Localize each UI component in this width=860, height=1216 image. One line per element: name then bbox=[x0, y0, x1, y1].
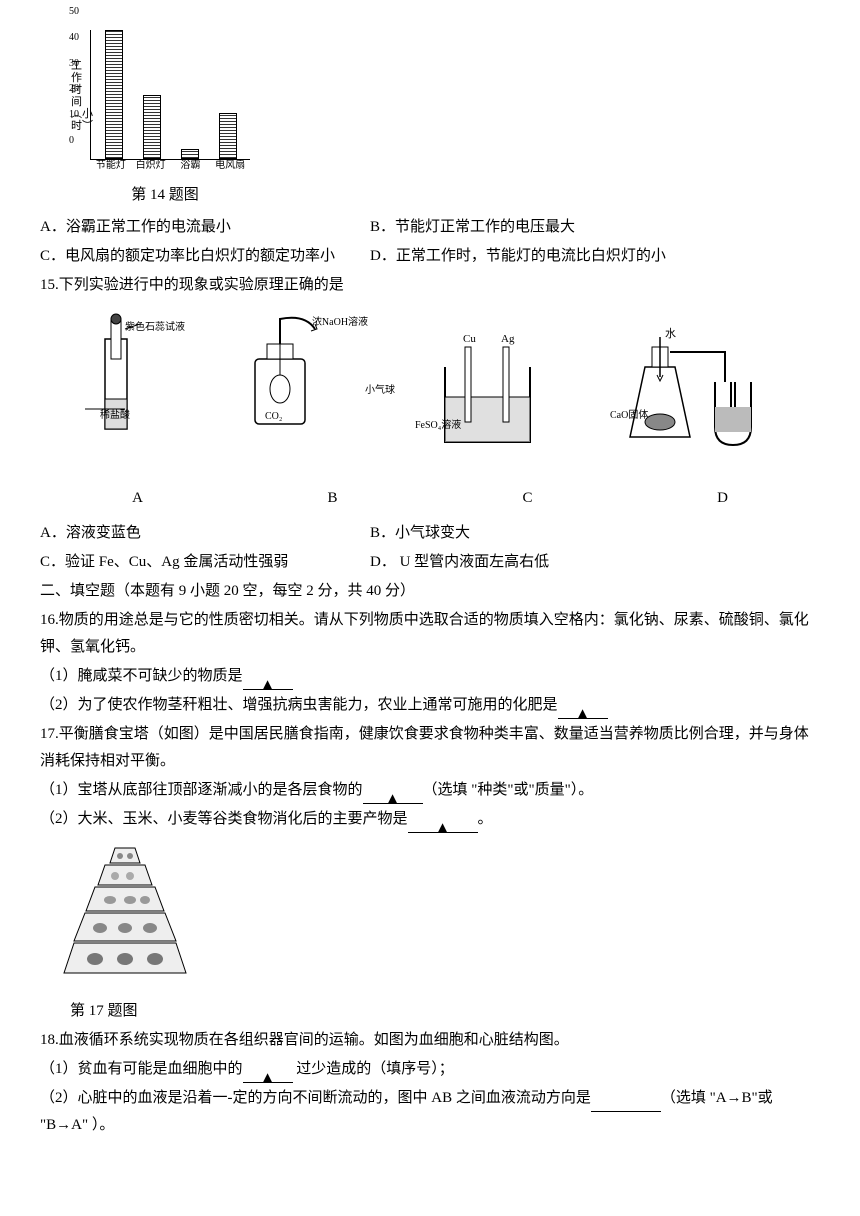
q15-row-ab: A．溶液变蓝色 B．小气球变大 bbox=[40, 520, 820, 547]
bar-chart: 工作时间︵小时︶ 0 10 20 30 40 50 节能灯 白炽灯 浴霸 电风扇 bbox=[90, 30, 250, 160]
option-d: D．正常工作时，节能灯的电流比白炽灯的小 bbox=[370, 243, 820, 270]
label-b-top: 浓NaOH溶液 bbox=[305, 314, 375, 332]
q16-p1-pre: （1）腌咸菜不可缺少的物质是 bbox=[40, 668, 243, 684]
q18-p1-pre: （1）贫血有可能是血细胞中的 bbox=[40, 1061, 243, 1077]
label-b-mid: 小气球 bbox=[305, 382, 455, 400]
svg-text:Ag: Ag bbox=[501, 333, 515, 345]
x-label: 浴霸 bbox=[175, 157, 205, 175]
y-tick: 50 bbox=[69, 3, 79, 21]
q15-stem: 15.下列实验进行中的现象或实验原理正确的是 bbox=[40, 272, 820, 299]
x-labels: 节能灯 白炽灯 浴霸 电风扇 bbox=[91, 157, 250, 175]
blank bbox=[591, 1094, 661, 1112]
y-tick: 0 bbox=[69, 132, 74, 150]
y-tick: 40 bbox=[69, 29, 79, 47]
svg-text:水: 水 bbox=[665, 327, 676, 340]
q18-p2-pre: （2）心脏中的血液是沿着一-定的方向不间断流动的，图中 AB 之间血液流动方向是 bbox=[40, 1090, 591, 1106]
x-label: 白炽灯 bbox=[136, 157, 166, 175]
food-pagoda bbox=[60, 843, 820, 993]
q16-p2: （2）为了使农作物茎秆粗壮、增强抗病虫害能力，农业上通常可施用的化肥是▲ bbox=[40, 692, 820, 719]
diagram-c: Cu Ag FeSO₄溶液 bbox=[425, 327, 555, 475]
blank: ▲ bbox=[363, 786, 423, 804]
label-a-top: 紫色石蕊试液 bbox=[125, 319, 185, 337]
q18-p2: （2）心脏中的血液是沿着一-定的方向不间断流动的，图中 AB 之间血液流动方向是… bbox=[40, 1085, 820, 1139]
blank: ▲ bbox=[243, 672, 293, 690]
x-label: 电风扇 bbox=[215, 157, 245, 175]
q17-stem: 17.平衡膳食宝塔（如图）是中国居民膳食指南，健康饮食要求食物种类丰富、数量适当… bbox=[40, 721, 820, 775]
option-a: A．浴霸正常工作的电流最小 bbox=[40, 214, 370, 241]
q16-stem: 16.物质的用途总是与它的性质密切相关。请从下列物质中选取合适的物质填入空格内：… bbox=[40, 607, 820, 661]
q14-row-cd: C．电风扇的额定功率比白炽灯的额定功率小 D．正常工作时，节能灯的电流比白炽灯的… bbox=[40, 243, 820, 270]
label-a-bottom: 稀盐酸 bbox=[60, 407, 170, 425]
q16-p1: （1）腌咸菜不可缺少的物质是▲ bbox=[40, 663, 820, 690]
y-tick: 20 bbox=[69, 80, 79, 98]
q15-option-d: D． U 型管内液面左高右低 bbox=[370, 549, 820, 576]
q18-stem: 18.血液循环系统实现物质在各组织器官间的运输。如图为血细胞和心脏结构图。 bbox=[40, 1027, 820, 1054]
q16-p2-pre: （2）为了使农作物茎秆粗壮、增强抗病虫害能力，农业上通常可施用的化肥是 bbox=[40, 697, 558, 713]
q17-caption: 第 17 题图 bbox=[70, 998, 820, 1025]
q15-option-b: B．小气球变大 bbox=[370, 520, 820, 547]
q14-chart: 工作时间︵小时︶ 0 10 20 30 40 50 节能灯 白炽灯 浴霸 电风扇… bbox=[70, 30, 250, 209]
q14-row-ab: A．浴霸正常工作的电流最小 B．节能灯正常工作的电压最大 bbox=[40, 214, 820, 241]
letter-b: B bbox=[313, 485, 353, 512]
q15-option-c: C．验证 Fe、Cu、Ag 金属活动性强弱 bbox=[40, 549, 370, 576]
q17-p2-post: 。 bbox=[478, 811, 493, 827]
blank: ▲ bbox=[558, 701, 608, 719]
q17-p1-post: （选填 "种类"或"质量"）。 bbox=[423, 782, 594, 798]
bar-1 bbox=[105, 30, 123, 159]
option-c: C．电风扇的额定功率比白炽灯的额定功率小 bbox=[40, 243, 370, 270]
q15-letters: A B C D bbox=[40, 485, 820, 512]
letter-a: A bbox=[118, 485, 158, 512]
y-tick: 30 bbox=[69, 55, 79, 73]
label-c-sol: FeSO₄溶液 bbox=[415, 417, 465, 435]
letter-c: C bbox=[508, 485, 548, 512]
option-b: B．节能灯正常工作的电压最大 bbox=[370, 214, 820, 241]
q15-option-a: A．溶液变蓝色 bbox=[40, 520, 370, 547]
blank: ▲ bbox=[408, 815, 478, 833]
q17-p2: （2）大米、玉米、小麦等谷类食物消化后的主要产物是▲。 bbox=[40, 806, 820, 833]
q17-p2-pre: （2）大米、玉米、小麦等谷类食物消化后的主要产物是 bbox=[40, 811, 408, 827]
diagram-a: 紫色石蕊试液 稀盐酸 bbox=[65, 309, 175, 475]
diagram-d: 水 CaO固体 bbox=[605, 327, 795, 475]
q15-diagrams: 紫色石蕊试液 稀盐酸 CO₂ 浓NaOH溶液 小气球 Cu Ag FeSO₄溶液 bbox=[40, 309, 820, 475]
q14-caption: 第 14 题图 bbox=[80, 182, 250, 209]
q15-row-cd: C．验证 Fe、Cu、Ag 金属活动性强弱 D． U 型管内液面左高右低 bbox=[40, 549, 820, 576]
y-tick: 10 bbox=[69, 106, 79, 124]
label-d-solid: CaO固体 bbox=[610, 407, 650, 425]
letter-d: D bbox=[703, 485, 743, 512]
q17-p1-pre: （1）宝塔从底部往顶部逐渐减小的是各层食物的 bbox=[40, 782, 363, 798]
blank: ▲ bbox=[243, 1065, 293, 1083]
diagram-d-svg: 水 bbox=[605, 327, 795, 457]
diagram-b: CO₂ 浓NaOH溶液 小气球 bbox=[225, 309, 375, 475]
bar-2 bbox=[143, 95, 161, 160]
q18-p1: （1）贫血有可能是血细胞中的▲ 过少造成的（填序号）； bbox=[40, 1056, 820, 1083]
svg-text:Cu: Cu bbox=[463, 333, 476, 345]
section2-title: 二、填空题（本题有 9 小题 20 空，每空 2 分，共 40 分） bbox=[40, 578, 820, 605]
pagoda-svg bbox=[60, 843, 190, 983]
x-label: 节能灯 bbox=[96, 157, 126, 175]
q18-p1-post: 过少造成的（填序号）； bbox=[293, 1061, 454, 1077]
q17-p1: （1）宝塔从底部往顶部逐渐减小的是各层食物的▲（选填 "种类"或"质量"）。 bbox=[40, 777, 820, 804]
bar-4 bbox=[219, 113, 237, 159]
svg-text:CO₂: CO₂ bbox=[265, 411, 282, 422]
